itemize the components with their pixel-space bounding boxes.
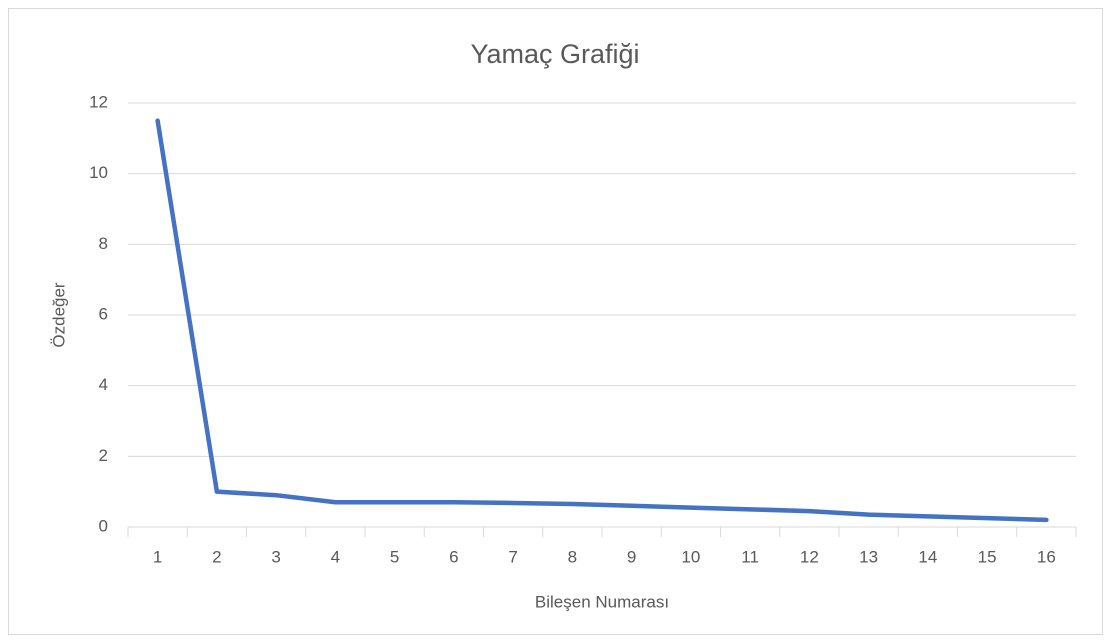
x-tick-label: 13 — [859, 547, 878, 566]
x-tick-label: 14 — [918, 547, 937, 566]
data-line — [155, 118, 1049, 523]
x-tick-label: 10 — [681, 547, 700, 566]
x-tick-label: 6 — [449, 547, 458, 566]
y-tick-label: 10 — [89, 163, 108, 182]
x-tick-label: 11 — [741, 547, 759, 566]
y-tick-label: 12 — [89, 92, 108, 111]
x-tick-label: 12 — [800, 547, 819, 566]
x-tick-label: 16 — [1037, 547, 1056, 566]
y-tick-label: 4 — [99, 375, 108, 394]
x-tick-label: 15 — [978, 547, 997, 566]
chart-title: Yamaç Grafiği — [470, 39, 639, 69]
y-tick-label: 0 — [99, 516, 108, 535]
x-tick-label: 2 — [212, 547, 221, 566]
y-axis-label: Özdeğer — [49, 282, 68, 348]
x-tick-label: 4 — [331, 547, 340, 566]
x-tick-label: 8 — [568, 547, 577, 566]
x-tick-label: 1 — [153, 547, 162, 566]
y-tick-label: 8 — [99, 234, 108, 253]
y-tick-label: 6 — [99, 304, 108, 323]
x-tick-label: 5 — [390, 547, 399, 566]
x-axis-label: Bileşen Numarası — [535, 592, 669, 611]
x-tick-label: 9 — [627, 547, 636, 566]
y-tick-label: 2 — [99, 446, 108, 465]
x-tick-label: 7 — [508, 547, 517, 566]
chart-frame — [8, 8, 1103, 635]
x-tick-label: 3 — [271, 547, 280, 566]
